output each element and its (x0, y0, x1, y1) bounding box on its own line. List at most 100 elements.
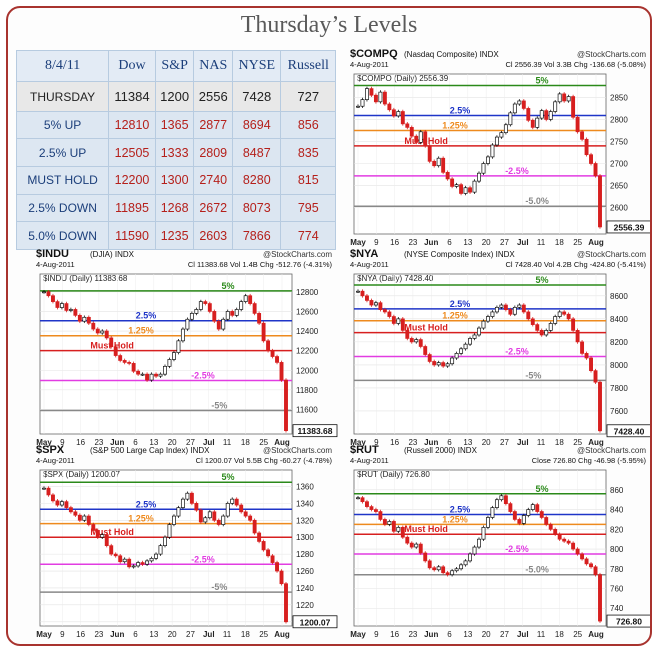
price-bar (499, 132, 504, 138)
price-bar (548, 111, 553, 120)
price-bar (562, 538, 567, 542)
x-tick-label: 25 (259, 630, 268, 639)
y-tick-label: 2800 (610, 115, 628, 124)
y-tick-label: 1360 (296, 482, 314, 491)
table-cell: 2556 (193, 81, 234, 112)
x-tick-label: 27 (500, 438, 509, 447)
price-bar (73, 511, 78, 516)
last-price-label: 1200.07 (300, 617, 331, 627)
level-label: 2.5% (450, 299, 471, 309)
price-bar (445, 171, 450, 180)
price-bar (459, 564, 464, 570)
price-bar (257, 313, 262, 324)
level-label: -2.5% (505, 347, 529, 357)
last-price-label: 11383.68 (298, 426, 333, 436)
level-label: 1.25% (442, 120, 468, 130)
price-bar (405, 330, 410, 339)
table-cell: 7428 (232, 81, 282, 112)
table-cell: 856 (280, 110, 336, 140)
page-title: Thursday’s Levels (240, 12, 418, 38)
price-bar (571, 96, 576, 118)
x-tick-label: 9 (60, 438, 65, 447)
row-label: 5.0% DOWN (15, 221, 110, 250)
price-bar (459, 184, 464, 194)
table-cell: 8487 (232, 138, 282, 168)
price-bar (557, 93, 562, 103)
y-tick-label: 1220 (296, 601, 314, 610)
table-cell: 11590 (108, 221, 156, 250)
price-bar (234, 309, 239, 316)
price-bar (86, 515, 91, 525)
table-row: THURSDAY 11384 1200 2556 7428 727 (15, 81, 336, 112)
x-tick-label: Jul (203, 438, 215, 447)
x-tick-label: 20 (168, 630, 177, 639)
price-bar (356, 105, 360, 108)
price-bar (373, 94, 378, 103)
table-cell: 727 (280, 81, 336, 112)
price-bar (68, 309, 73, 311)
price-bar (468, 187, 472, 193)
price-bar (378, 511, 383, 520)
y-tick-label: 740 (610, 604, 624, 613)
chart-nya: $NYA (NYSE Composite Index) INDX @StockCha… (350, 248, 650, 447)
price-bar (198, 509, 203, 523)
chart-name: (S&P 500 Large Cap Index) INDX (90, 446, 210, 455)
price-bar (557, 311, 562, 317)
table-cell: 774 (280, 221, 336, 250)
price-bar (185, 492, 190, 500)
price-bar (73, 309, 78, 316)
price-bar (387, 521, 392, 525)
x-tick-label: 18 (241, 630, 250, 639)
price-bar (275, 356, 279, 363)
level-label: -5.0% (525, 196, 549, 206)
table-cell: 2672 (193, 193, 234, 223)
price-bar (391, 109, 396, 117)
chart-symbol: $INDU (36, 248, 69, 260)
price-bar (562, 93, 567, 102)
price-bar (225, 311, 230, 320)
price-bar (154, 553, 158, 559)
price-bar (589, 357, 593, 372)
price-bar (270, 555, 275, 563)
price-bar (391, 521, 396, 532)
price-bar (409, 338, 414, 343)
row-label: 2.5% UP (15, 138, 110, 168)
price-bar (257, 532, 262, 542)
price-bar (584, 138, 589, 156)
x-tick-label: Jun (110, 630, 124, 639)
price-bar (499, 495, 504, 501)
price-bar (427, 145, 432, 162)
price-bar (59, 501, 64, 506)
y-tick-label: 760 (610, 585, 624, 594)
level-label: -2.5% (505, 166, 529, 176)
price-bar (423, 131, 428, 147)
x-tick-label: 16 (76, 630, 85, 639)
price-bar (463, 560, 468, 566)
price-bar (535, 504, 540, 512)
y-tick-label: 12200 (296, 347, 319, 356)
price-bar (598, 175, 602, 228)
price-bar (517, 100, 522, 105)
price-bar (580, 341, 585, 354)
price-bar (365, 295, 369, 301)
price-bar (356, 290, 360, 293)
price-bar (86, 316, 91, 324)
level-label: 1.25% (128, 326, 154, 336)
price-bar (418, 339, 423, 347)
price-bar (503, 304, 508, 310)
price-bar (113, 553, 118, 557)
chart-spx: $SPX (S&P 500 Large Cap Index) INDX @Stock… (36, 444, 338, 639)
last-price-label: 2556.39 (614, 222, 645, 232)
price-bar (468, 553, 472, 562)
price-bar (396, 111, 401, 117)
price-bar (356, 497, 360, 500)
price-bar (163, 536, 167, 547)
table-cell: 8280 (232, 166, 282, 195)
price-bar (279, 362, 284, 381)
price-bar (521, 304, 526, 313)
level-label: Must Hold (404, 524, 448, 534)
price-bar (418, 543, 423, 554)
chart-source: @StockCharts.com (577, 250, 646, 259)
x-tick-label: May (36, 438, 52, 447)
price-bar (243, 295, 248, 302)
